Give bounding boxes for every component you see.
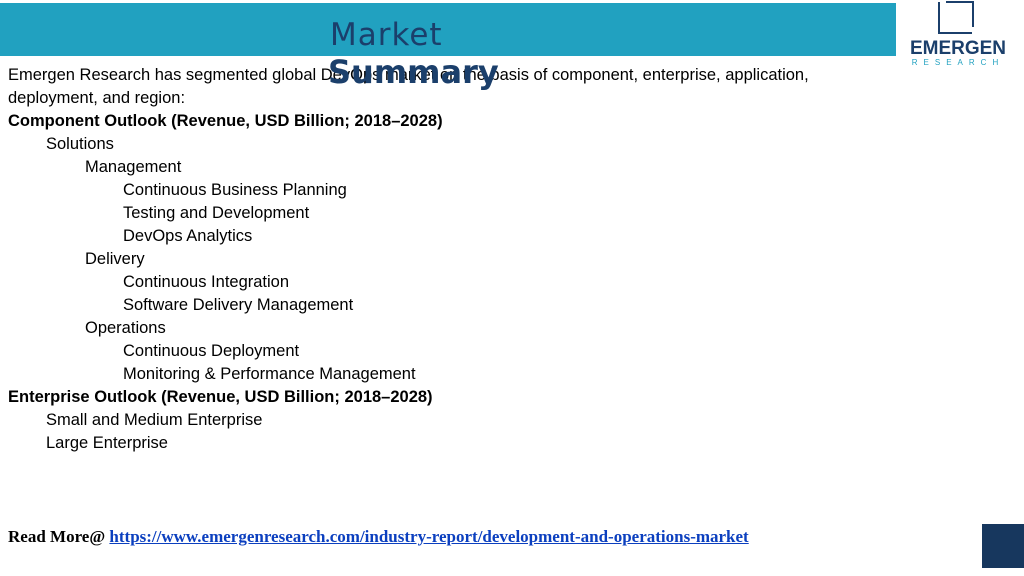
list-item: Software Delivery Management <box>123 296 354 314</box>
list-item-management: Management <box>85 158 182 176</box>
logo-name: EMERGEN <box>909 38 1007 59</box>
emergen-logo-mark-icon <box>938 1 974 34</box>
market-summary-body: Emergen Research has segmented global De… <box>8 64 888 455</box>
corner-decoration <box>982 524 1024 568</box>
list-item: Large Enterprise <box>46 434 168 452</box>
list-item: Continuous Business Planning <box>123 181 347 199</box>
list-item: DevOps Analytics <box>123 227 253 245</box>
report-link[interactable]: https://www.emergenresearch.com/industry… <box>109 527 749 546</box>
page-title-line2: Summary <box>328 53 499 91</box>
header-bar <box>0 3 896 56</box>
component-outlook-heading: Component Outlook (Revenue, USD Billion;… <box>8 112 443 130</box>
enterprise-outlook-heading: Enterprise Outlook (Revenue, USD Billion… <box>8 388 433 406</box>
list-item: Continuous Integration <box>123 273 290 291</box>
list-item: Continuous Deployment <box>123 342 300 360</box>
read-more: Read More@ https://www.emergenresearch.c… <box>8 527 749 547</box>
list-item: Monitoring & Performance Management <box>123 365 416 383</box>
list-item: Testing and Development <box>123 204 310 222</box>
logo-subtitle: RESEARCH <box>911 58 1005 67</box>
emergen-logo: EMERGEN RESEARCH <box>900 0 1024 72</box>
read-more-label: Read More@ <box>8 527 110 546</box>
page-title-line1: Market <box>330 17 443 53</box>
list-item-operations: Operations <box>85 319 166 337</box>
list-item: Small and Medium Enterprise <box>46 411 263 429</box>
intro-text: Emergen Research has segmented global De… <box>8 66 809 107</box>
list-item-solutions: Solutions <box>46 135 114 153</box>
list-item-delivery: Delivery <box>85 250 145 268</box>
